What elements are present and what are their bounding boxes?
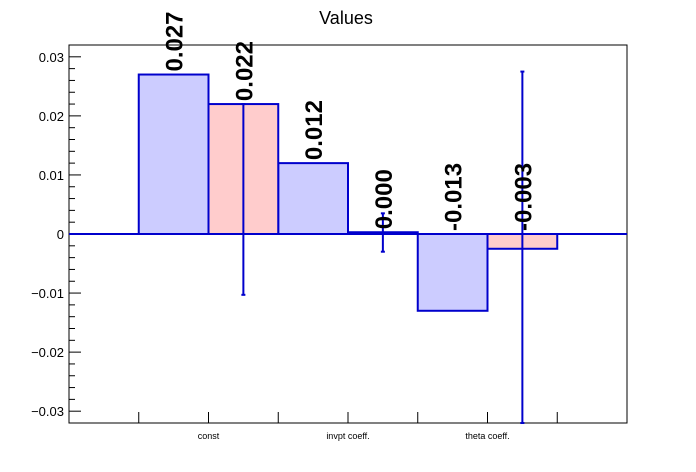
data-label: 0.012 [301, 100, 328, 160]
data-label: 0.000 [371, 169, 398, 229]
plot-area: −0.03 −0.02 −0.01 0 0.01 0.02 0.03 const invpt c… [31, 11, 628, 441]
y-tick-label: −0.02 [31, 345, 64, 360]
category-label: invpt coeff. [326, 431, 369, 441]
y-tick-label: 0.03 [39, 50, 64, 65]
data-label: 0.027 [162, 11, 189, 71]
category-label: const [198, 431, 220, 441]
data-label: 0.022 [231, 41, 258, 101]
bar [277, 162, 349, 235]
y-tick-label: 0 [57, 227, 64, 242]
category-label: theta coeff. [465, 431, 509, 441]
y-tick-label: −0.03 [31, 404, 64, 419]
data-label: -0.003 [510, 163, 537, 231]
bar [137, 73, 210, 235]
y-tick-label: 0.01 [39, 168, 64, 183]
data-label: -0.013 [441, 163, 468, 231]
y-tick-label: −0.01 [31, 286, 64, 301]
chart-title: Values [319, 8, 373, 28]
bar [416, 233, 489, 312]
y-tick-label: 0.02 [39, 109, 64, 124]
